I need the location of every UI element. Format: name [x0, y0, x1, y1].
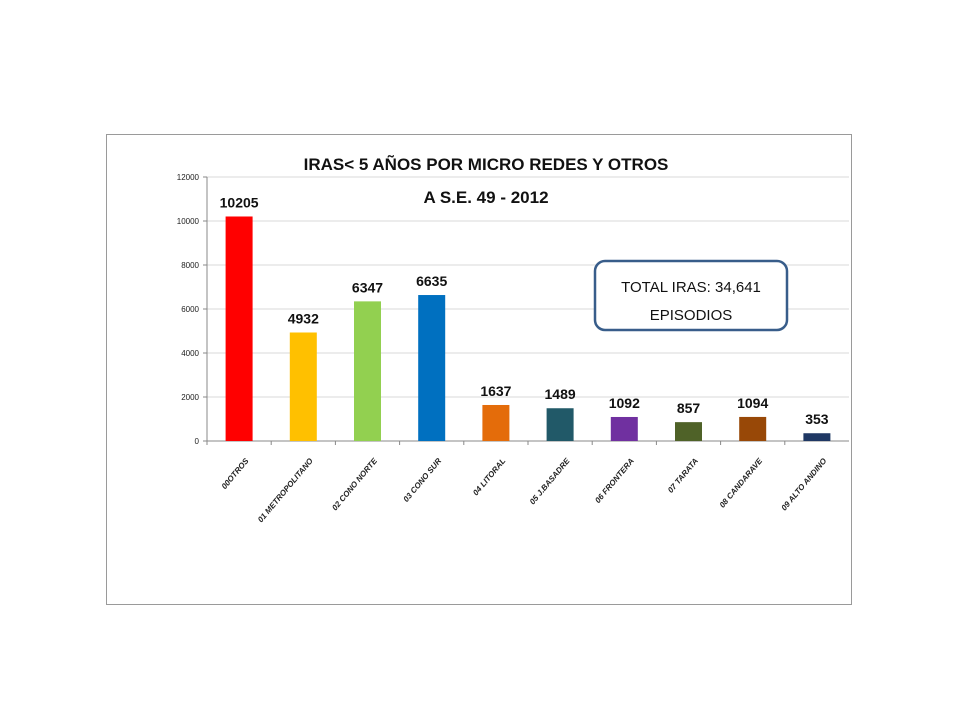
y-tick-label: 12000	[177, 173, 200, 182]
category-labels: 00OTROS 01 METROPOLITANO 02 CONO NORTE 03 C…	[220, 456, 829, 524]
bar	[739, 416, 767, 441]
y-tick-label: 0	[195, 437, 200, 446]
category-label: 08 CANDARAVE	[718, 456, 765, 510]
total-annotation-line2: EPISODIOS	[650, 307, 733, 324]
bar	[482, 404, 510, 441]
chart-frame: 0 2000 4000 6000 8000 10000 12000 10205 4932 634…	[106, 134, 852, 605]
data-label: 1092	[609, 395, 640, 411]
bar	[225, 216, 253, 441]
bar-chart: 0 2000 4000 6000 8000 10000 12000 10205 4932 634…	[177, 154, 849, 524]
data-label: 4932	[288, 310, 319, 326]
y-tick-labels: 0 2000 4000 6000 8000 10000 12000	[177, 173, 200, 446]
bars	[225, 216, 831, 441]
category-label: 09 ALTO ANDINO	[780, 456, 829, 512]
bar	[675, 422, 702, 441]
category-label: 03 CONO SUR	[401, 456, 443, 504]
data-labels: 10205 4932 6347 6635 1637 1489 1092 857 1094 353	[220, 194, 829, 427]
bar	[289, 332, 317, 441]
bar	[803, 433, 831, 441]
category-label: 07 TARATA	[666, 456, 700, 494]
category-label: 04 LITORAL	[471, 456, 507, 497]
data-label: 353	[805, 411, 829, 427]
data-label: 10205	[220, 194, 259, 210]
data-label: 1637	[480, 383, 511, 399]
data-label: 857	[677, 400, 701, 416]
chart-subtitle: A S.E. 49 - 2012	[423, 188, 548, 207]
total-annotation-line1: TOTAL IRAS: 34,641	[621, 279, 761, 296]
y-tick-label: 6000	[181, 305, 199, 314]
category-label: 00OTROS	[220, 456, 251, 491]
y-tick-label: 10000	[177, 217, 200, 226]
bar	[418, 295, 446, 441]
y-tick-label: 4000	[181, 349, 199, 358]
bar	[546, 408, 574, 441]
total-annotation-box: TOTAL IRAS: 34,641 EPISODIOS	[593, 259, 789, 332]
bar	[354, 301, 381, 441]
y-tick-label: 2000	[181, 393, 199, 402]
chart-title: IRAS< 5 AÑOS POR MICRO REDES Y OTROS	[304, 154, 669, 174]
bar	[610, 416, 638, 441]
category-label: 02 CONO NORTE	[330, 456, 379, 512]
y-tick-label: 8000	[181, 261, 199, 270]
category-label: 01 METROPOLITANO	[256, 456, 315, 524]
data-label: 6635	[416, 273, 447, 289]
data-label: 1489	[545, 386, 576, 402]
category-label: 06 FRONTERA	[593, 456, 636, 505]
data-label: 1094	[737, 395, 768, 411]
category-label: 05 J.BASADRE	[528, 456, 572, 506]
total-annotation-frame	[593, 259, 789, 332]
data-label: 6347	[352, 279, 383, 295]
